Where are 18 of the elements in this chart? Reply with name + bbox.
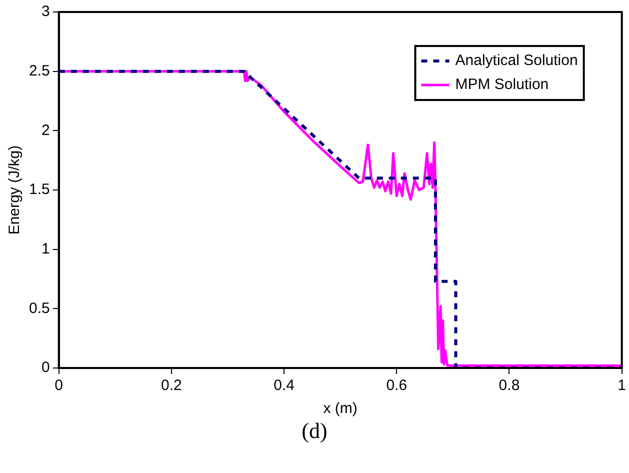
x-tick-label: 1 [618,377,626,394]
x-tick-label: 0 [54,377,64,394]
text: (d) [300,418,328,444]
y-tick-label: 1.5 [28,181,50,198]
y-tick-label: 2 [42,122,50,139]
y-tick-label: 0.5 [28,300,50,317]
x-tick-label: 0.6 [386,377,408,394]
legend-label: Analytical Solution [455,52,578,70]
y-tick-label: 0 [42,359,50,376]
y-tick-label: 2.5 [28,62,50,80]
y-tick-label: 3 [42,3,50,20]
y-tick-label: 1 [42,240,50,258]
x-tick-label: 0.4 [274,377,294,394]
x-tick-label: 0.2 [161,377,182,394]
x-axis-title: x (m) [323,400,358,418]
legend-label: MPM Solution [455,76,549,94]
y-axis-title: Energy (J/kg) [6,145,24,235]
x-tick-label: 0.8 [498,377,520,394]
